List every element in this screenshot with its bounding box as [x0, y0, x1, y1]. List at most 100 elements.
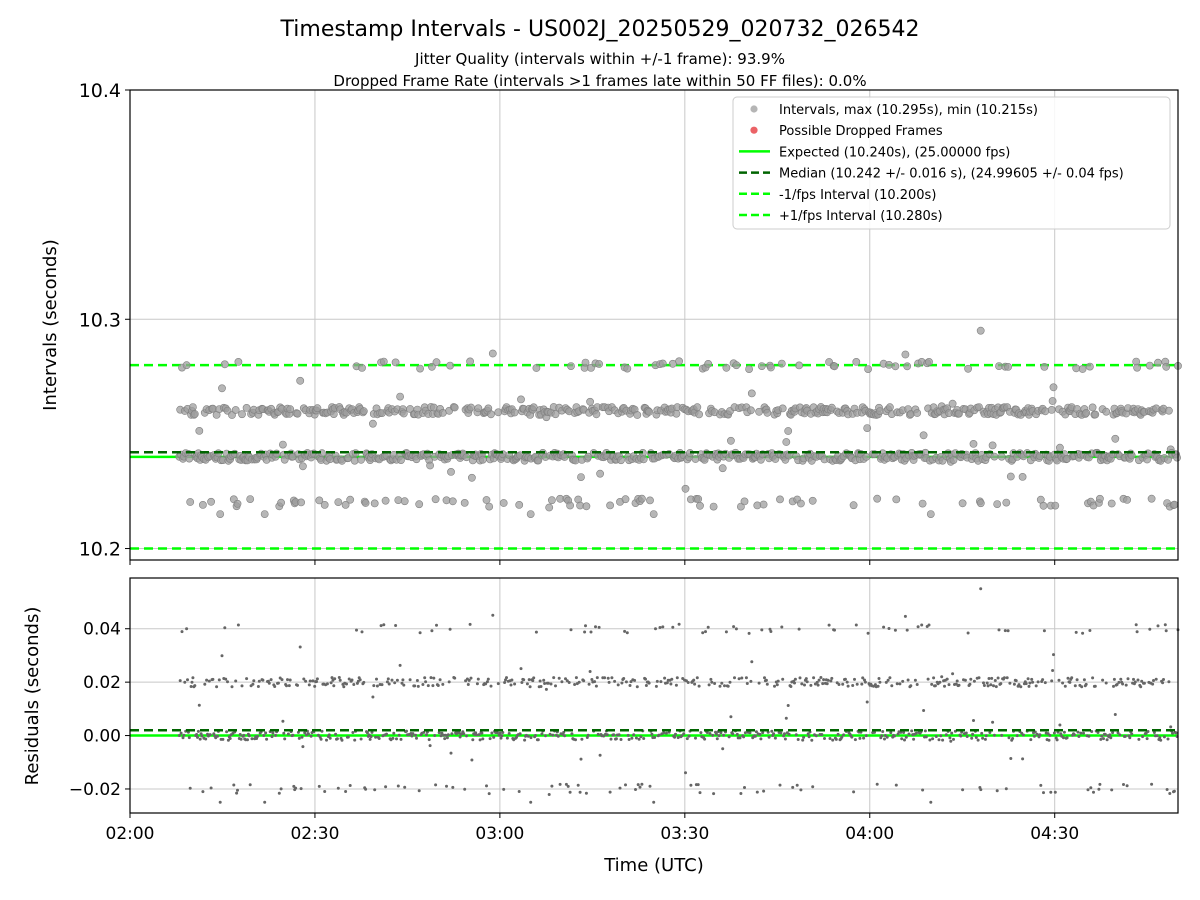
- residual-point: [458, 735, 462, 739]
- residual-point: [737, 677, 741, 681]
- residual-point: [630, 736, 634, 740]
- residual-point: [1024, 682, 1028, 686]
- residual-point: [1163, 623, 1167, 627]
- residual-point: [999, 682, 1003, 686]
- interval-point: [400, 497, 409, 506]
- residual-point: [841, 682, 845, 686]
- residual-point: [855, 682, 859, 686]
- residual-point: [504, 678, 507, 682]
- residual-point: [333, 677, 337, 681]
- residual-point: [982, 684, 986, 687]
- residual-point: [540, 732, 544, 736]
- residual-point: [285, 684, 288, 688]
- interval-point: [567, 362, 575, 370]
- residual-point: [984, 734, 988, 738]
- residual-point: [539, 685, 543, 688]
- residual-point: [1139, 685, 1143, 689]
- interval-point: [432, 358, 441, 367]
- residual-point: [242, 733, 246, 737]
- interval-point: [359, 407, 368, 416]
- residual-point: [972, 679, 976, 683]
- interval-point: [695, 410, 703, 419]
- residual-point: [286, 678, 289, 682]
- interval-point: [182, 361, 191, 370]
- residual-point: [1017, 683, 1021, 687]
- residual-point: [197, 703, 201, 707]
- residual-point: [470, 758, 474, 762]
- residual-point: [185, 627, 189, 631]
- residual-point: [1169, 725, 1173, 729]
- residual-point: [422, 730, 426, 734]
- interval-point: [918, 499, 927, 508]
- interval-point: [427, 362, 436, 371]
- residual-point: [204, 737, 208, 741]
- residual-point: [1035, 732, 1039, 736]
- residual-point: [712, 792, 716, 796]
- residuals-y-tick-label: 0.02: [83, 673, 121, 693]
- residual-point: [606, 676, 610, 680]
- residual-point: [687, 734, 691, 738]
- residual-point: [520, 681, 524, 684]
- interval-point: [391, 358, 400, 367]
- residual-point: [986, 684, 990, 688]
- interval-point: [379, 357, 388, 366]
- residual-point: [565, 679, 569, 683]
- residual-point: [603, 676, 607, 680]
- residual-point: [1145, 737, 1149, 741]
- residual-point: [731, 732, 735, 736]
- residual-point: [509, 683, 513, 687]
- residual-point: [876, 684, 880, 688]
- residual-point: [834, 737, 838, 741]
- residual-point: [328, 736, 332, 740]
- residual-point: [976, 738, 980, 742]
- residual-point: [377, 737, 381, 740]
- residual-point: [469, 676, 473, 680]
- residual-point: [1116, 731, 1120, 735]
- residual-point: [566, 784, 570, 788]
- residual-point: [350, 678, 354, 682]
- residual-point: [1029, 738, 1033, 742]
- residual-point: [1052, 731, 1056, 735]
- residual-point: [720, 681, 724, 685]
- residual-point: [931, 737, 935, 741]
- interval-point: [747, 406, 755, 415]
- interval-point: [397, 456, 405, 464]
- residual-point: [991, 720, 995, 724]
- residual-point: [775, 683, 779, 687]
- residual-point: [1036, 680, 1040, 684]
- residual-point: [302, 677, 306, 681]
- residual-point: [878, 680, 882, 684]
- residual-point: [256, 685, 260, 688]
- residual-point: [715, 737, 719, 741]
- interval-point: [246, 495, 255, 503]
- interval-point: [517, 395, 525, 404]
- residual-point: [475, 733, 478, 737]
- residual-point: [1080, 685, 1084, 689]
- interval-point: [313, 404, 322, 413]
- interval-point: [1018, 472, 1027, 481]
- residual-point: [282, 731, 286, 735]
- residual-point: [713, 682, 717, 685]
- residual-point: [492, 735, 496, 739]
- residual-point: [997, 628, 1001, 632]
- residual-point: [738, 736, 742, 740]
- residual-point: [932, 676, 936, 680]
- interval-point: [1006, 472, 1015, 481]
- residual-point: [384, 785, 388, 789]
- residual-point: [568, 790, 572, 794]
- residual-point: [1034, 684, 1038, 688]
- residual-point: [325, 682, 329, 686]
- residual-point: [177, 734, 181, 737]
- residual-point: [634, 788, 637, 791]
- interval-point: [623, 364, 632, 373]
- residual-point: [303, 731, 307, 735]
- residual-point: [693, 682, 697, 686]
- interval-point: [885, 360, 893, 369]
- legend-label: -1/fps Interval (10.200s): [779, 188, 936, 203]
- residual-point: [966, 631, 970, 635]
- residual-point: [704, 630, 707, 634]
- residual-point: [886, 678, 890, 682]
- residual-point: [338, 678, 342, 682]
- interval-point: [718, 464, 727, 473]
- residual-point: [977, 676, 981, 680]
